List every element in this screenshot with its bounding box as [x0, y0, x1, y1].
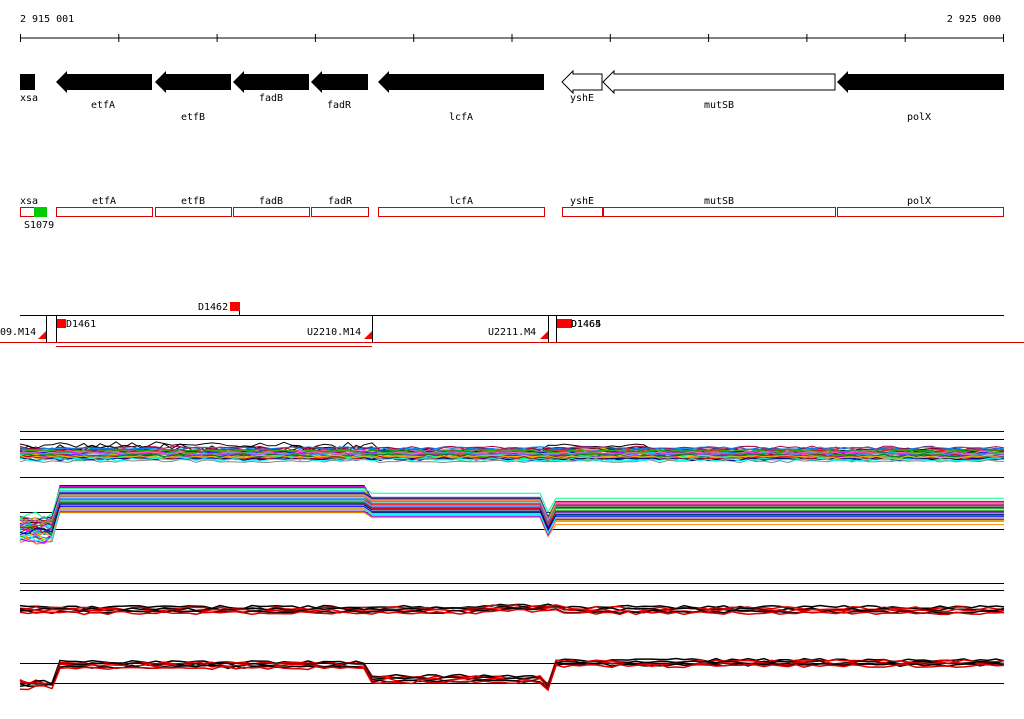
feature-box-fadR[interactable] [311, 207, 369, 217]
trace-panel-1 [19, 431, 1005, 545]
segment-label-09M14: 09.M14 [0, 327, 36, 338]
segment-corner-1 [38, 331, 46, 339]
trace-upper [19, 446, 1005, 451]
gene-track: xsa etfA etfB fadB fadR lcfA yshE mutSB … [20, 69, 1004, 123]
gene-label-etfA: etfA [91, 100, 115, 111]
gene-arrow-xsa[interactable] [20, 74, 35, 90]
feature-box-polX[interactable] [837, 207, 1004, 217]
trace-upper [19, 457, 1005, 462]
gene-label-etfB: etfB [181, 112, 205, 123]
feature-track [20, 207, 1004, 217]
trace-lower [19, 512, 1004, 545]
segment-label-D1464: D1464 [571, 319, 601, 330]
feature-label-mutSB: mutSB [704, 196, 734, 207]
gene-arrow-polX[interactable] [837, 71, 1004, 93]
gene-label-fadB: fadB [259, 93, 283, 104]
segment-label-U2210M14: U2210.M14 [307, 327, 361, 338]
position-ruler: 2 915 001 2 925 000 [20, 14, 1004, 42]
marker-label-S1079: S1079 [24, 220, 54, 231]
trace-panel-2 [19, 583, 1005, 692]
trace-lower [19, 508, 1004, 540]
feature-box-xsa[interactable] [20, 207, 36, 217]
trace-lower [19, 508, 1004, 542]
feature-label-yshE: yshE [570, 196, 594, 207]
segment-corner-3 [540, 331, 548, 339]
gene-arrow-etfB[interactable] [155, 71, 231, 93]
trace-upper [19, 450, 1005, 455]
segment-corner-2 [364, 331, 372, 339]
gene-label-fadR: fadR [327, 100, 352, 111]
panel2-traces [19, 603, 1005, 692]
trace-lower [19, 502, 1004, 535]
feature-label-lcfA: lcfA [449, 196, 473, 207]
segment-label-U2211M4: U2211.M4 [488, 327, 536, 338]
trace-lower [19, 657, 1005, 686]
feature-box-fadB[interactable] [233, 207, 310, 217]
trace-upper [19, 454, 1005, 459]
ruler-start-label: 2 915 001 [20, 14, 74, 25]
feature-box-mutSB[interactable] [603, 207, 836, 217]
feature-label-polX: polX [907, 196, 931, 207]
feature-label-fadB: fadB [259, 196, 283, 207]
gene-label-lcfA: lcfA [449, 112, 473, 123]
trace-upper [19, 458, 1005, 464]
trace-lower [19, 493, 1004, 526]
feature-box-lcfA[interactable] [378, 207, 545, 217]
feature-label-fadR: fadR [328, 196, 353, 207]
gene-label-mutSB: mutSB [704, 100, 734, 111]
trace-lower [19, 492, 1004, 522]
segment-track: D1462 D1461 09.M14 U2210.M14 U2211.M4 D1… [0, 302, 1024, 347]
trace-lower [19, 494, 1004, 528]
trace-upper [19, 453, 1005, 458]
segment-label-D1461: D1461 [66, 319, 96, 330]
trace-lower [19, 496, 1004, 529]
segment-label-D1465: D1465 [571, 319, 601, 330]
gene-arrow-mutSB[interactable] [602, 69, 836, 95]
marker-D1461[interactable] [57, 319, 66, 328]
gene-label-polX: polX [907, 112, 931, 123]
feature-split-mark [602, 207, 604, 217]
marker-D1462[interactable] [230, 302, 240, 311]
trace-lower [19, 510, 1004, 544]
feature-label-etfA: etfA [92, 196, 116, 207]
gene-arrow-yshE[interactable] [561, 69, 603, 95]
gene-arrow-fadB[interactable] [233, 71, 309, 93]
feature-box-etfA[interactable] [56, 207, 153, 217]
trace-lower [19, 506, 1004, 537]
trace-upper [19, 448, 1005, 453]
ruler-ticks [20, 34, 1004, 42]
gene-arrow-fadR[interactable] [311, 71, 368, 93]
trace-lower [19, 495, 1004, 525]
feature-box-etfB[interactable] [155, 207, 232, 217]
panel1-traces [19, 441, 1005, 545]
marker-D1464-D1465[interactable] [557, 319, 572, 328]
trace-lower [19, 663, 1005, 692]
gene-arrow-lcfA[interactable] [378, 71, 544, 93]
trace-lower [19, 662, 1005, 691]
feature-label-xsa: xsa [20, 196, 38, 207]
marker-S1079[interactable] [34, 207, 47, 217]
segment-label-D1462: D1462 [198, 302, 228, 313]
trace-upper [19, 449, 1005, 454]
gene-label-xsa: xsa [20, 93, 38, 104]
ruler-end-label: 2 925 000 [947, 14, 1001, 25]
gene-label-yshE: yshE [570, 93, 594, 104]
trace-lower [19, 504, 1004, 535]
feature-box-yshE[interactable] [562, 207, 603, 217]
trace-lower [19, 487, 1004, 520]
gene-arrow-etfA[interactable] [56, 71, 152, 93]
feature-labels: xsa etfA etfB fadB fadR lcfA yshE mutSB … [20, 196, 931, 231]
feature-label-etfB: etfB [181, 196, 205, 207]
trace-upper [19, 608, 1005, 616]
